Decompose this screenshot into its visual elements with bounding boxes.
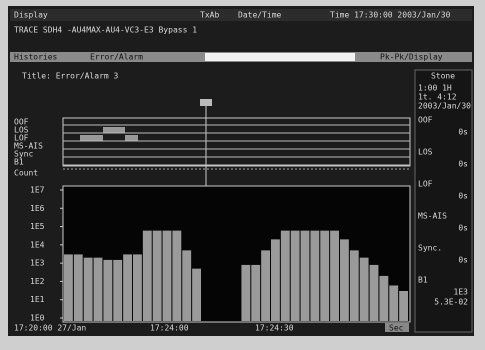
side-b1-rate: 5.3E-02 (434, 298, 468, 307)
y-tick-label: 1E3 (30, 259, 45, 268)
y-tick-label: 1E7 (30, 186, 45, 195)
bar (142, 230, 152, 321)
bar (162, 230, 172, 321)
cursor-marker[interactable] (200, 99, 212, 106)
tab-highlight (205, 53, 355, 61)
bar (300, 230, 310, 321)
bar (290, 230, 300, 321)
side-b1: B1 (418, 276, 428, 285)
tab-item[interactable]: Histories (14, 53, 58, 62)
x-tick-label: 17:24:30 (255, 324, 294, 333)
side-item-value: 0s (458, 256, 468, 265)
side-item-value: 0s (458, 224, 468, 233)
bar (93, 257, 103, 321)
event-label: OOF (14, 118, 29, 127)
bar (359, 257, 369, 321)
bar (73, 254, 83, 321)
bar (241, 264, 251, 321)
side-item-name: MS-AIS (418, 212, 447, 221)
side-item-value: 0s (458, 192, 468, 201)
tab-item[interactable]: Pk-Pk/Display (380, 53, 443, 62)
count-label: Count (14, 169, 38, 178)
bar (261, 250, 270, 321)
bar (182, 250, 192, 321)
bar (310, 230, 320, 321)
datetime-label: Date/Time (238, 11, 282, 20)
event-block (103, 127, 125, 133)
bar (320, 230, 330, 321)
event-block (125, 135, 138, 141)
menu[interactable]: Display (14, 11, 48, 20)
side-item-value: 0s (458, 128, 468, 137)
event-label: MS-AIS (14, 142, 43, 151)
y-tick-label: 1E6 (30, 204, 45, 213)
side-line: 1t. 4:12 (418, 93, 457, 102)
bar (83, 257, 93, 321)
bar (340, 239, 349, 321)
x-tick-label: 17:24:00 (150, 324, 189, 333)
bar (349, 250, 359, 321)
bar (399, 290, 408, 321)
event-label: B1 (14, 158, 24, 167)
y-tick-label: 1E2 (30, 277, 45, 286)
bar (251, 264, 261, 321)
side-item-name: LOS (418, 148, 433, 157)
unit-button[interactable] (385, 323, 409, 332)
bar (271, 239, 280, 321)
bar (172, 230, 182, 321)
unit-button-label[interactable]: Sec (389, 324, 404, 333)
side-line: 1:00 1H (418, 84, 452, 93)
y-tick-label: 1E5 (30, 222, 45, 231)
header-bar (10, 9, 472, 21)
tab-item[interactable]: Error/Alarm (90, 53, 143, 62)
bar (389, 285, 399, 321)
bar (369, 264, 379, 321)
x-tick-label: 17:20:00 27/Jan (14, 324, 86, 333)
tab: TxAb (200, 11, 219, 20)
bar (330, 230, 339, 321)
side-item-name: OOF (418, 116, 433, 125)
bar (103, 259, 113, 321)
bar (192, 268, 201, 321)
y-tick-label: 1E1 (30, 295, 45, 304)
event-label: LOS (14, 126, 29, 135)
bar (152, 230, 162, 321)
side-line: 2003/Jan/30 (418, 102, 471, 111)
bar (64, 254, 73, 321)
side-item-name: LOF (418, 180, 433, 189)
event-block (80, 135, 103, 141)
bar (133, 254, 142, 321)
bar (280, 230, 290, 321)
page-title: Title: Error/Alarm 3 (22, 72, 119, 81)
event-label: LOF (14, 134, 29, 143)
side-item-name: Sync. (418, 244, 442, 253)
event-label: Sync (14, 150, 33, 159)
side-panel (414, 69, 473, 333)
side-title: Stone (431, 72, 455, 81)
trace: TRACE SDH4 -AU4MAX-AU4-VC3-E3 Bypass 1 (14, 26, 197, 35)
y-tick-label: 1E4 (30, 240, 45, 249)
side-item-value: 0s (458, 160, 468, 169)
bar (123, 254, 132, 321)
side-b1-count: 1E3 (454, 288, 469, 297)
bar (113, 259, 123, 321)
event-area (62, 117, 411, 167)
bar (379, 275, 389, 321)
y-tick-label: 1E0 (30, 314, 45, 323)
clock: Time 17:30:00 2003/Jan/30 (330, 11, 451, 20)
